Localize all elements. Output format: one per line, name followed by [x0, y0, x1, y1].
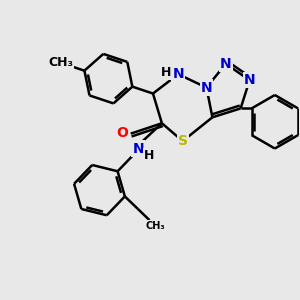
Text: H: H — [160, 66, 171, 79]
Text: N: N — [244, 73, 255, 87]
Text: O: O — [116, 126, 128, 140]
Text: N: N — [220, 57, 232, 71]
Text: CH₃: CH₃ — [48, 56, 73, 69]
Text: CH₃: CH₃ — [146, 221, 165, 231]
Text: N: N — [172, 67, 184, 81]
Text: S: S — [178, 134, 188, 148]
Text: N: N — [201, 81, 212, 94]
Text: N: N — [132, 142, 144, 155]
Text: H: H — [144, 149, 154, 162]
